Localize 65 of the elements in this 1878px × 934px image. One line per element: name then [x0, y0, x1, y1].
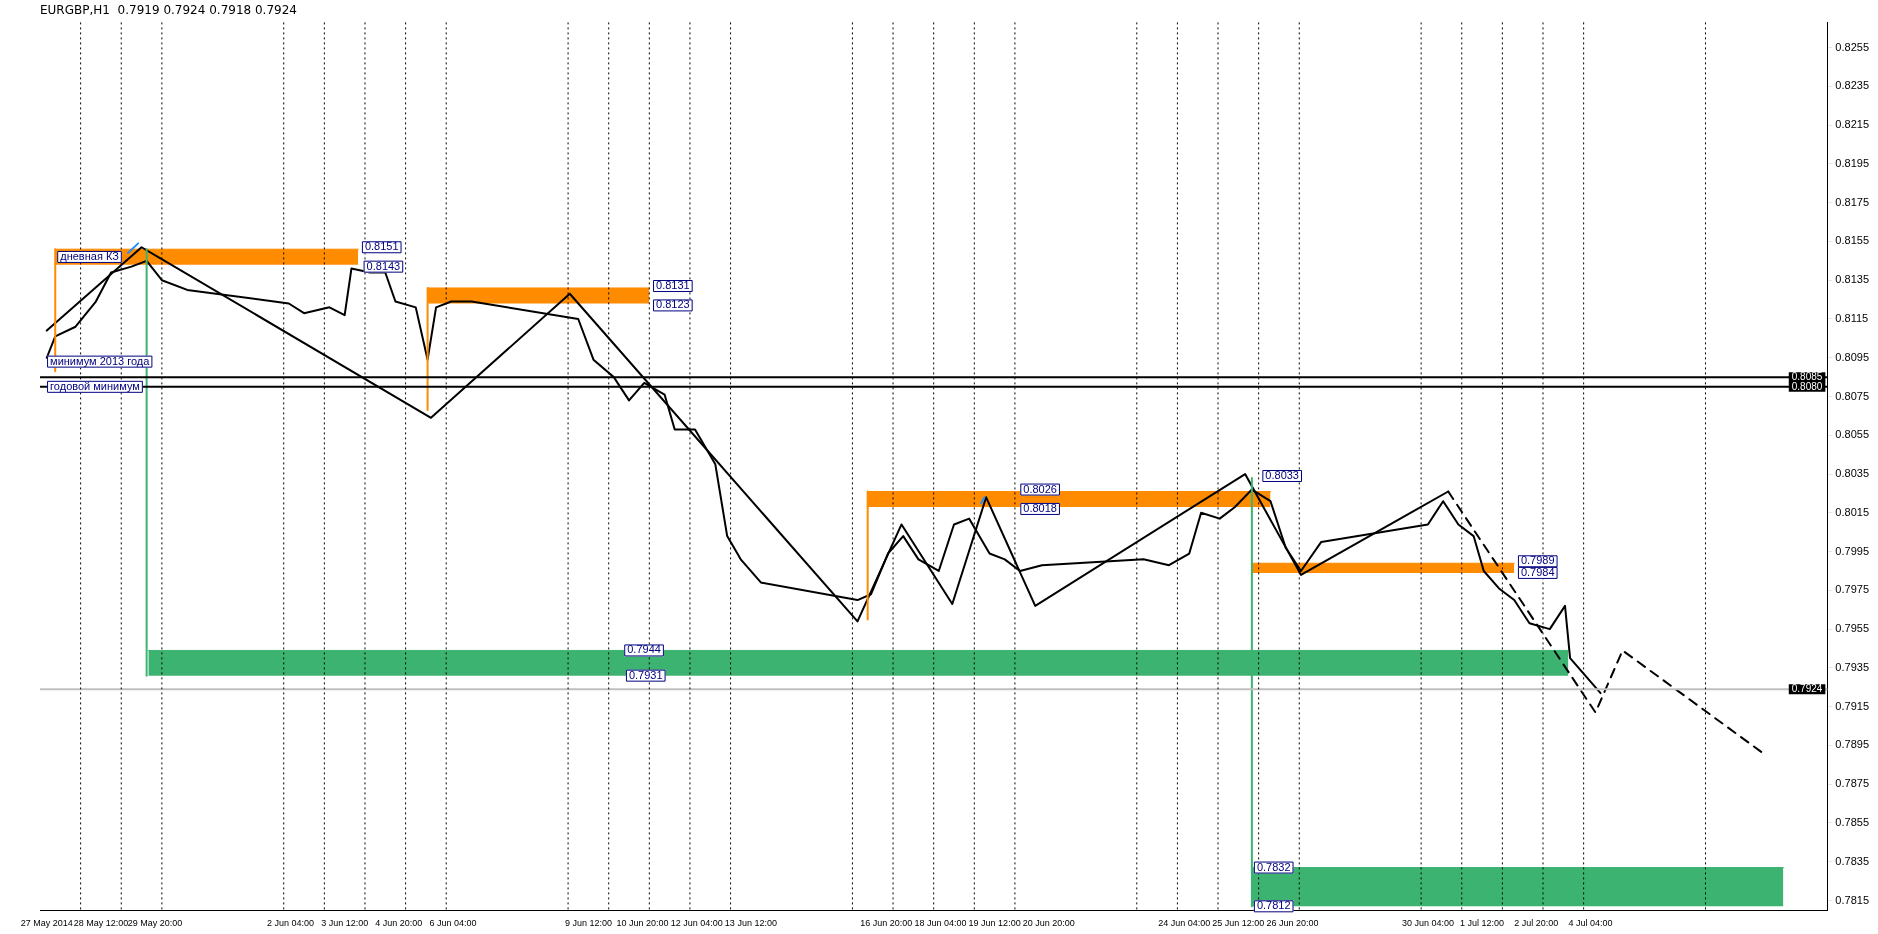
annotation: 0.7812 — [1256, 899, 1291, 912]
ref-line-label: 0.8080 — [1791, 380, 1823, 392]
x-tick-label: 28 May 12:00 — [73, 918, 129, 929]
annotation: 0.8018 — [1023, 501, 1057, 514]
annotation: дневная КЗ — [60, 249, 120, 262]
annotation: 0.8123 — [656, 298, 690, 311]
annotation: 0.8131 — [656, 279, 690, 292]
annotation: 0.7832 — [1256, 860, 1291, 873]
x-tick-label: 20 Jun 20:00 — [1022, 918, 1075, 929]
x-tick-label: 30 Jun 04:00 — [1401, 918, 1454, 929]
y-tick-label: 0.8055 — [1835, 428, 1870, 441]
ref-line-label: 0.8085 — [1791, 370, 1823, 382]
x-tick-label: 13 Jun 12:00 — [724, 918, 777, 929]
y-tick-label: 0.8255 — [1835, 40, 1870, 53]
y-tick-label: 0.7975 — [1835, 583, 1870, 596]
x-tick-label: 2 Jul 20:00 — [1514, 918, 1559, 929]
y-tick-label: 0.7875 — [1835, 777, 1870, 790]
y-tick-label: 0.8075 — [1835, 389, 1870, 402]
annotation: 0.7984 — [1520, 565, 1555, 578]
annotation: 0.8026 — [1023, 482, 1057, 495]
y-tick-label: 0.8095 — [1835, 350, 1870, 363]
x-tick-label: 18 Jun 04:00 — [914, 918, 967, 929]
x-tick-label: 24 Jun 04:00 — [1158, 918, 1211, 929]
x-tick-label: 9 Jun 12:00 — [564, 918, 612, 929]
ref-line-label: 0.7924 — [1791, 682, 1823, 694]
y-tick-label: 0.7815 — [1835, 893, 1870, 906]
x-tick-label: 26 Jun 20:00 — [1266, 918, 1319, 929]
x-tick-label: 6 Jun 04:00 — [429, 918, 477, 929]
y-tick-label: 0.7995 — [1835, 544, 1870, 557]
x-tick-label: 27 May 2014 — [20, 918, 73, 929]
annotation: 0.7944 — [627, 643, 661, 656]
y-tick-label: 0.7915 — [1835, 699, 1870, 712]
y-tick-label: 0.7935 — [1835, 660, 1870, 673]
y-tick-label: 0.8015 — [1835, 505, 1870, 518]
x-tick-label: 12 Jun 04:00 — [670, 918, 723, 929]
y-tick-label: 0.8155 — [1835, 234, 1870, 247]
y-tick-label: 0.7835 — [1835, 854, 1870, 867]
x-tick-label: 2 Jun 04:00 — [266, 918, 315, 929]
annotation: 0.8151 — [364, 240, 399, 253]
chart-title: EURGBP,H1 0.7919 0.7924 0.7918 0.7924 — [40, 3, 297, 18]
y-tick-label: 0.8175 — [1835, 195, 1870, 208]
x-tick-label: 10 Jun 20:00 — [616, 918, 669, 929]
annotation: 0.7931 — [628, 668, 663, 681]
annotation: 0.8143 — [366, 259, 401, 272]
x-tick-label: 3 Jun 12:00 — [321, 918, 369, 929]
y-tick-label: 0.8215 — [1835, 118, 1870, 131]
x-tick-label: 4 Jul 04:00 — [1568, 918, 1613, 929]
x-tick-label: 16 Jun 20:00 — [860, 918, 913, 929]
x-tick-label: 25 Jun 12:00 — [1212, 918, 1265, 929]
annotation: 0.7989 — [1520, 554, 1555, 567]
annotation: 0.8033 — [1265, 469, 1299, 482]
y-tick-label: 0.8115 — [1835, 312, 1869, 325]
x-tick-label: 29 May 20:00 — [127, 918, 183, 929]
y-tick-label: 0.8195 — [1835, 156, 1870, 169]
annotation: годовой минимум — [50, 379, 140, 392]
annotation: минимум 2013 года — [50, 354, 151, 367]
x-tick-label: 19 Jun 12:00 — [968, 918, 1021, 929]
x-tick-label: 1 Jul 12:00 — [1460, 918, 1505, 929]
y-tick-label: 0.8135 — [1835, 273, 1870, 286]
y-tick-label: 0.8035 — [1835, 467, 1870, 480]
x-tick-label: 4 Jun 20:00 — [375, 918, 423, 929]
y-tick-label: 0.7955 — [1835, 622, 1870, 635]
y-tick-label: 0.7855 — [1835, 816, 1870, 828]
y-tick-label: 0.7895 — [1835, 738, 1870, 751]
y-tick-label: 0.8235 — [1835, 79, 1870, 92]
